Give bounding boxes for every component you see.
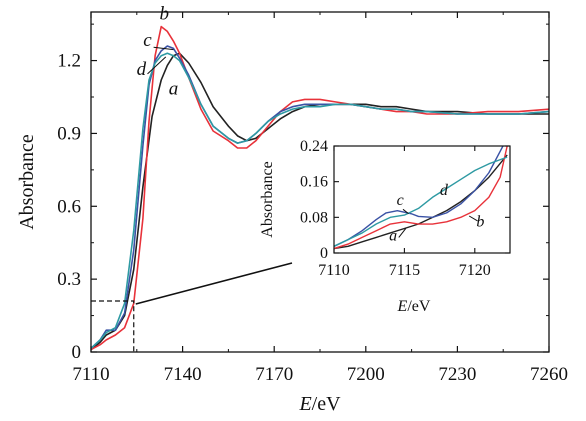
inset-x-tick-label: 7110 [318, 262, 349, 279]
curve-label-c: c [143, 30, 152, 51]
zoom-region-box [91, 300, 135, 352]
y-tick-label: 0.6 [57, 196, 81, 217]
curve-label-a: a [169, 79, 179, 100]
x-tick-label: 7230 [438, 364, 476, 385]
zoom-connector-line [135, 262, 293, 305]
y-tick-label: 0.9 [57, 123, 81, 144]
inset-background [334, 146, 510, 253]
leader-line-c [153, 46, 174, 51]
y-tick-label: 0.3 [57, 269, 81, 290]
inset-leader-b [468, 215, 478, 222]
x-axis-title: E/eV [298, 393, 341, 415]
x-tick-label: 7200 [347, 364, 385, 385]
x-tick-label: 7110 [72, 364, 109, 385]
x-tick-label: 7260 [530, 364, 568, 385]
main-chart: 7110 7140 7170 7200 7230 7260 0 0.3 0.6 0.9 1.2 E/e… [16, 3, 568, 415]
inset-leader-a [398, 228, 407, 238]
inset-leader-c [402, 208, 409, 215]
inset-plot-frame [333, 145, 511, 254]
y-tick-label: 0 [72, 342, 82, 363]
inset-curve-label-a: a [389, 228, 397, 245]
inset-x-tick-label: 7115 [389, 262, 420, 279]
inset-curve-label-d: d [440, 182, 449, 199]
curve-label-d: d [137, 59, 147, 80]
inset-series-line-b [334, 146, 508, 250]
series-line-d [91, 52, 549, 349]
inset-curve-label-c: c [397, 192, 404, 209]
inset-x-axis-title: E/eV [397, 298, 431, 315]
main-curves [91, 25, 549, 351]
inset-curves [334, 146, 508, 250]
leader-line-d [147, 56, 167, 75]
inset-y-tick-label: 0.08 [300, 209, 328, 226]
inset-y-axis-title: Absorbance [259, 161, 276, 237]
inset-y-tick-label: 0.24 [300, 138, 328, 155]
x-tick-label: 7140 [164, 364, 202, 385]
inset-chart: 7110 7115 7120 0 0.08 0.16 0.24 E/eV Absorbance c… [135, 138, 511, 315]
inset-y-tick-label: 0 [320, 245, 328, 262]
inset-x-tick-label: 7120 [459, 262, 491, 279]
inset-curve-label-b: b [476, 213, 484, 230]
inset-y-tick-label: 0.16 [300, 174, 328, 191]
y-axis-title: Absorbance [16, 134, 38, 230]
y-tick-label: 1.2 [57, 51, 81, 72]
inset-series-line-c [334, 146, 504, 247]
inset-series-line-d [334, 156, 508, 247]
series-line-b [91, 25, 549, 351]
x-tick-label: 7170 [255, 364, 293, 385]
curve-label-b: b [160, 3, 170, 24]
